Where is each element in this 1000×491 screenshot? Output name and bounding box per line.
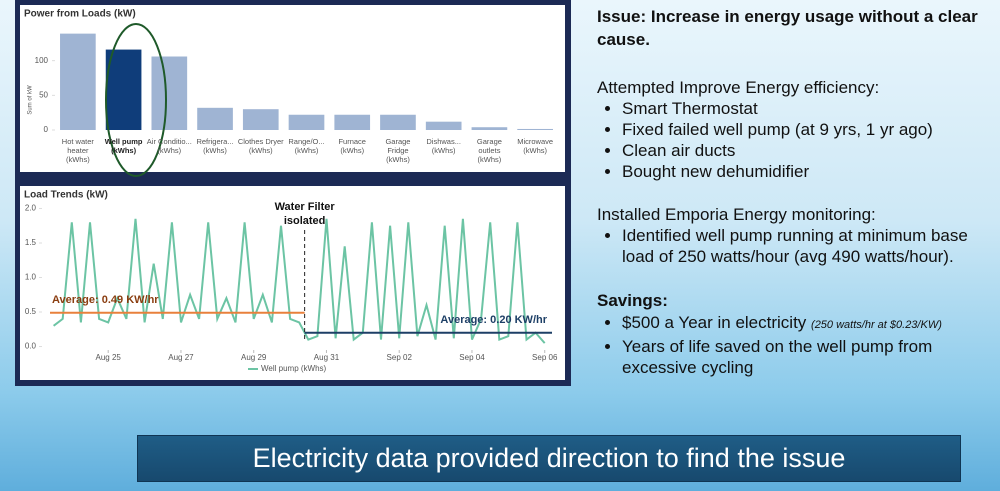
bar	[151, 56, 188, 130]
x-tick-label: Furnace (kWhs)	[338, 137, 366, 155]
x-tick-label: Sep 06	[532, 353, 558, 362]
bullet: Fixed failed well pump (at 9 yrs, 1 yr a…	[622, 119, 992, 140]
bar	[197, 107, 233, 130]
y-tick-label: 1.5	[25, 238, 37, 247]
issue-heading: Issue: Increase in energy usage without …	[597, 7, 978, 49]
y-tick-label: 50	[39, 90, 48, 99]
bar	[105, 49, 142, 130]
bullet: Years of life saved on the well pump fro…	[622, 336, 992, 378]
banner: Electricity data provided direction to f…	[137, 435, 961, 482]
x-tick-label: Hot water heater (kWhs)	[61, 137, 94, 164]
bullet-text: $500 a Year in electricity	[622, 313, 807, 332]
highlight-ring	[105, 23, 167, 177]
bullet: Smart Thermostat	[622, 98, 992, 119]
bar	[288, 114, 325, 130]
bar	[471, 127, 508, 130]
line-chart-bg	[20, 186, 565, 380]
bullet-text: Years of life saved on the well pump fro…	[622, 337, 933, 377]
bullet-list: Identified well pump running at minimum …	[597, 225, 992, 267]
x-tick-label: Aug 25	[96, 353, 122, 362]
x-tick-label: Dishwas... (kWhs)	[426, 137, 461, 155]
legend-label: Well pump (kWhs)	[261, 364, 327, 373]
line-series	[52, 218, 546, 344]
x-tick-label: Aug 31	[314, 353, 340, 362]
x-tick-label: Sep 04	[459, 353, 485, 362]
x-tick-label: Microwave (kWhs)	[517, 137, 554, 155]
chart-title: Load Trends (kW)	[24, 190, 108, 201]
bullet: Bought new dehumidifier	[622, 161, 992, 182]
x-tick-label: Air Conditio... (kWhs)	[146, 137, 192, 155]
x-tick-label: Aug 29	[241, 353, 267, 362]
y-tick-label: 100	[35, 56, 49, 65]
reference-label: Average: 0.49 KW/hr	[52, 293, 159, 306]
x-tick-label: Well pump (kWhs)	[104, 137, 143, 155]
y-tick-label: 0.0	[25, 342, 37, 351]
x-tick-label: Sep 02	[387, 353, 413, 362]
bar	[425, 121, 462, 130]
x-tick-label: Range/O... (kWhs)	[288, 137, 325, 155]
bar	[517, 128, 553, 130]
y-tick-label: 0	[44, 125, 49, 134]
x-tick-label: Refrigera... (kWhs)	[196, 137, 234, 155]
bullet: $500 a Year in electricity (250 watts/hr…	[622, 312, 992, 336]
annotation-text: Water Filter isolated	[274, 201, 335, 227]
x-tick-label: Aug 27	[168, 353, 194, 362]
y-axis-label: Sum of kW	[28, 85, 34, 115]
bullet: Clean air ducts	[622, 140, 992, 161]
text-panel: Issue: Increase in energy usage without …	[597, 5, 992, 378]
y-tick-label: 1.0	[25, 273, 37, 282]
reference-label: Average: 0.20 KW/hr	[440, 313, 547, 326]
y-tick-label: 2.0	[25, 204, 37, 213]
x-tick-label: Garage Fridge (kWhs)	[385, 137, 411, 164]
x-tick-label: Garage outlets (kWhs)	[476, 137, 502, 164]
bullet-list: $500 a Year in electricity (250 watts/hr…	[597, 312, 992, 378]
bar	[60, 33, 96, 131]
chart-title: Power from Loads (kW)	[24, 9, 136, 20]
section-heading: Attempted Improve Energy efficiency:	[597, 78, 880, 97]
savings-heading: Savings:	[597, 291, 668, 310]
bar	[242, 109, 279, 130]
x-tick-label: Clothes Dryer (kWhs)	[237, 137, 284, 155]
bar	[380, 114, 416, 130]
bullet-note: (250 watts/hr at $0.23/KW)	[811, 319, 942, 331]
y-tick-label: 0.5	[25, 307, 37, 316]
bullet: Identified well pump running at minimum …	[622, 225, 992, 267]
section-heading: Installed Emporia Energy monitoring:	[597, 205, 876, 224]
bar	[334, 114, 371, 130]
bullet-list: Smart ThermostatFixed failed well pump (…	[597, 98, 992, 182]
chart-panel: Power from Loads (kW) Sum of kW Load Tre…	[15, 0, 571, 386]
